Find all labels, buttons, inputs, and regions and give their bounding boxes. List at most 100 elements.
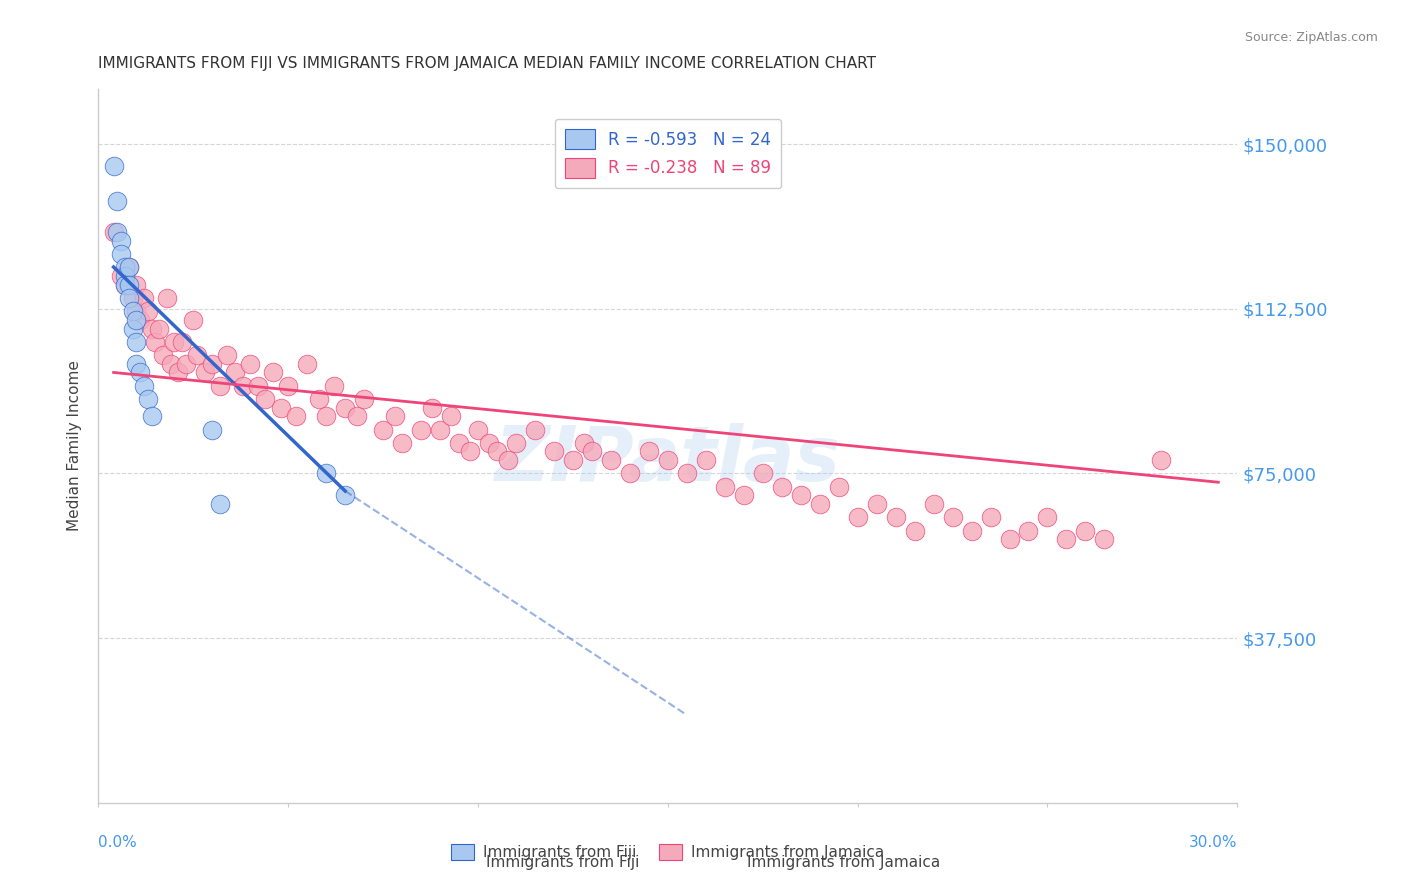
Point <box>657 453 679 467</box>
Point <box>174 357 197 371</box>
Point <box>676 467 699 481</box>
Point <box>322 378 344 392</box>
Point <box>118 260 141 274</box>
Point <box>239 357 262 371</box>
Point <box>998 533 1021 547</box>
Point <box>170 334 193 349</box>
Point <box>186 348 208 362</box>
Point <box>562 453 585 467</box>
Point <box>232 378 254 392</box>
Point <box>315 409 337 424</box>
Point <box>145 334 167 349</box>
Point <box>277 378 299 392</box>
Point <box>353 392 375 406</box>
Point <box>346 409 368 424</box>
Point <box>163 334 186 349</box>
Point <box>121 321 143 335</box>
Point <box>136 304 159 318</box>
Point <box>449 435 471 450</box>
Point <box>384 409 406 424</box>
Point <box>942 510 965 524</box>
Point <box>152 348 174 362</box>
Point <box>114 277 136 292</box>
Text: Immigrants from Fiji: Immigrants from Fiji <box>485 855 640 870</box>
Point <box>619 467 641 481</box>
Point <box>960 524 983 538</box>
Point <box>217 348 239 362</box>
Point <box>136 392 159 406</box>
Point <box>110 268 132 283</box>
Point <box>486 444 509 458</box>
Point <box>467 423 489 437</box>
Point <box>1036 510 1059 524</box>
Point <box>125 357 148 371</box>
Point <box>315 467 337 481</box>
Point <box>866 497 889 511</box>
Point <box>478 435 501 450</box>
Point <box>167 366 190 380</box>
Point <box>1094 533 1116 547</box>
Point <box>148 321 170 335</box>
Point <box>125 304 148 318</box>
Point <box>183 312 205 326</box>
Point <box>498 453 520 467</box>
Point <box>270 401 292 415</box>
Point <box>125 334 148 349</box>
Point <box>125 312 148 326</box>
Y-axis label: Median Family Income: Median Family Income <box>67 360 83 532</box>
Point <box>846 510 869 524</box>
Point <box>103 225 125 239</box>
Point <box>371 423 394 437</box>
Point <box>770 480 793 494</box>
Legend: Immigrants from Fiji, Immigrants from Jamaica: Immigrants from Fiji, Immigrants from Ja… <box>444 838 891 866</box>
Point <box>828 480 851 494</box>
Point <box>208 378 231 392</box>
Point <box>733 488 755 502</box>
Point <box>159 357 181 371</box>
Point <box>1056 533 1078 547</box>
Point <box>429 423 451 437</box>
Point <box>132 291 155 305</box>
Point <box>1018 524 1040 538</box>
Point <box>284 409 307 424</box>
Point <box>125 277 148 292</box>
Text: IMMIGRANTS FROM FIJI VS IMMIGRANTS FROM JAMAICA MEDIAN FAMILY INCOME CORRELATION: IMMIGRANTS FROM FIJI VS IMMIGRANTS FROM … <box>98 56 876 71</box>
Point <box>904 524 927 538</box>
Point <box>335 401 357 415</box>
Point <box>103 159 125 173</box>
Text: 0.0%: 0.0% <box>98 835 138 850</box>
Point <box>460 444 482 458</box>
Point <box>808 497 831 511</box>
Point <box>246 378 269 392</box>
Point <box>114 260 136 274</box>
Point <box>440 409 463 424</box>
Point <box>110 234 132 248</box>
Point <box>254 392 277 406</box>
Point <box>695 453 717 467</box>
Point <box>129 312 152 326</box>
Text: ZIPatlas: ZIPatlas <box>495 424 841 497</box>
Point <box>110 247 132 261</box>
Point <box>141 409 163 424</box>
Point <box>1150 453 1173 467</box>
Point <box>308 392 330 406</box>
Point <box>194 366 217 380</box>
Point <box>118 291 141 305</box>
Text: 30.0%: 30.0% <box>1189 835 1237 850</box>
Point <box>505 435 527 450</box>
Point <box>638 444 661 458</box>
Point <box>118 260 141 274</box>
Point <box>335 488 357 502</box>
Point <box>121 291 143 305</box>
Point <box>574 435 596 450</box>
Point <box>391 435 413 450</box>
Point <box>201 357 224 371</box>
Point <box>262 366 284 380</box>
Point <box>790 488 813 502</box>
Point <box>121 304 143 318</box>
Point <box>156 291 179 305</box>
Point <box>543 444 565 458</box>
Point <box>524 423 547 437</box>
Point <box>1074 524 1097 538</box>
Point <box>422 401 444 415</box>
